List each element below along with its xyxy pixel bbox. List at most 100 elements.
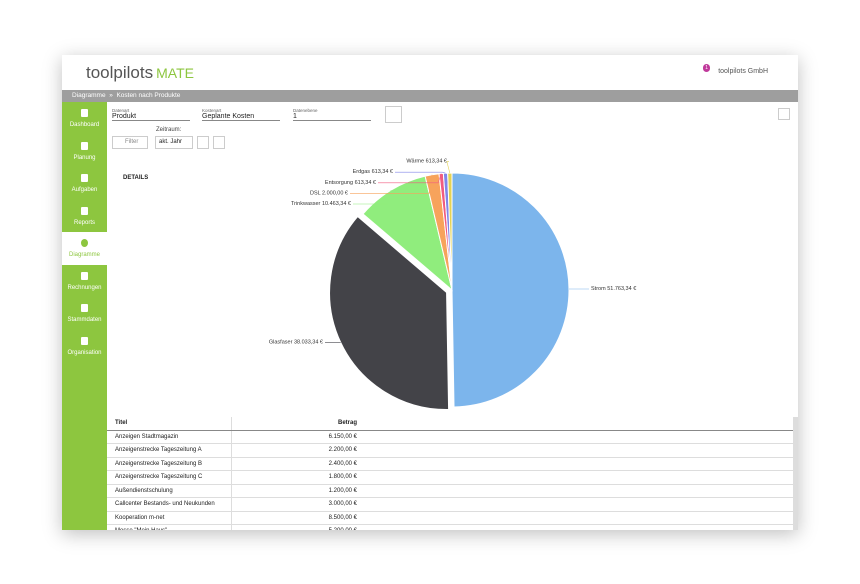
cell: 2.400,00 € xyxy=(231,457,365,471)
cell: Messe "Mein Haus" xyxy=(107,524,232,530)
cell: Anzeigenstrecke Tageszeitung C xyxy=(107,470,232,485)
slice-label: Entsorgung 613,34 € xyxy=(325,180,376,186)
leader-line xyxy=(378,173,442,184)
cell: 1.800,00 € xyxy=(231,470,365,485)
cell: 3.000,00 € xyxy=(231,497,365,512)
column-header: Betrag xyxy=(231,417,365,431)
spacer xyxy=(365,457,793,471)
period-chip[interactable]: akt. Jahr xyxy=(155,136,193,149)
select-value: 1 xyxy=(293,113,297,120)
slice-value: 613,34 € xyxy=(372,170,393,176)
nav-item[interactable]: Aufgaben xyxy=(62,167,107,200)
save-button[interactable] xyxy=(197,136,209,149)
spacer xyxy=(365,443,793,458)
table-row[interactable]: Außendienstschulung 1.200,00 € xyxy=(107,484,793,498)
nav-item[interactable]: Organisation xyxy=(62,330,107,363)
pie-chart: Strom 51.763,34 € Glasfaser 38.033,34 € Tr… xyxy=(269,159,636,411)
scrollbar xyxy=(793,417,798,530)
pie-slice[interactable] xyxy=(451,172,570,408)
download-button[interactable] xyxy=(778,108,790,120)
column-header: Titel xyxy=(107,417,232,431)
table-row[interactable]: Anzeigen Stadtmagazin 6.150,00 € xyxy=(107,430,793,444)
cell: Callcenter Bestands- und Neukunden xyxy=(107,497,232,512)
select-label: Datenebene xyxy=(293,108,318,113)
spacer xyxy=(365,484,793,498)
app: toolpilots MATE 1 toolpilots GmbH Diagram… xyxy=(62,55,798,530)
select[interactable]: Datenart Produkt xyxy=(112,108,190,121)
slice-value: 51.763,34 € xyxy=(607,286,636,292)
select-value: Geplante Kosten xyxy=(202,113,255,120)
cell: 6.150,00 € xyxy=(231,430,365,444)
cell: 2.200,00 € xyxy=(231,443,365,458)
cell: 1.200,00 € xyxy=(231,484,365,498)
table-row[interactable]: Kooperation m-net 8.500,00 € xyxy=(107,511,793,525)
cell: Kooperation m-net xyxy=(107,511,232,525)
spacer xyxy=(365,497,793,512)
cell: 5.200,00 € xyxy=(231,524,365,530)
cell: Außendienstschulung xyxy=(107,484,232,498)
logo-text: toolpilots xyxy=(86,63,154,82)
logo[interactable]: toolpilots MATE xyxy=(86,63,194,83)
slice-label: DSL 2.000,00 € xyxy=(310,191,348,197)
leader-line xyxy=(446,161,451,174)
nav-item[interactable]: Rechnungen xyxy=(62,265,107,298)
crumb[interactable]: Diagramme xyxy=(72,92,106,99)
cell: 8.500,00 € xyxy=(231,511,365,525)
leader-line xyxy=(395,171,446,174)
nav-item[interactable]: Planung xyxy=(62,135,107,168)
cell: Anzeigenstrecke Tageszeitung B xyxy=(107,457,232,471)
spacer xyxy=(365,524,793,530)
details-button[interactable]: DETAILS xyxy=(123,175,149,181)
refresh-button[interactable] xyxy=(385,106,402,123)
sidebar: Dashboard Planung Aufgaben Reports Diagramme… xyxy=(62,102,107,530)
table-row[interactable]: Callcenter Bestands- und Neukunden 3.000,… xyxy=(107,497,793,512)
nav-item[interactable]: Diagramme xyxy=(62,232,107,265)
slice-value: 613,34 € xyxy=(355,180,376,186)
slice-name: Wärme xyxy=(406,159,424,165)
notification-badge[interactable]: 1 xyxy=(703,64,710,72)
select-label: Kostenart xyxy=(202,108,222,113)
breadcrumb: Diagramme » Kosten nach Produkte xyxy=(62,90,798,102)
filter-button[interactable]: Filter xyxy=(112,136,148,149)
logo-suffix: MATE xyxy=(156,65,194,81)
cell: Anzeigen Stadtmagazin xyxy=(107,430,232,444)
slice-label: Strom 51.763,34 € xyxy=(591,286,636,292)
slice-name: Erdgas xyxy=(353,170,371,176)
slice-name: DSL xyxy=(310,191,321,197)
leader-line xyxy=(353,190,392,205)
select[interactable]: Datenebene 1 xyxy=(293,108,371,121)
table-row[interactable]: Anzeigenstrecke Tageszeitung A 2.200,00 € xyxy=(107,443,793,458)
nav-item[interactable]: Stammdaten xyxy=(62,297,107,330)
nav-item[interactable]: Dashboard xyxy=(62,102,107,135)
slice-name: Trinkwasser xyxy=(291,201,321,207)
spacer xyxy=(365,470,793,485)
select-value: Produkt xyxy=(112,113,137,120)
period-label: Zeitraum: xyxy=(156,127,182,133)
select-label: Datenart xyxy=(112,108,130,113)
slice-value: 2.000,00 € xyxy=(322,191,348,197)
delete-button[interactable] xyxy=(213,136,225,149)
select[interactable]: Kostenart Geplante Kosten xyxy=(202,108,280,121)
table-header: Titel Betrag xyxy=(107,417,793,431)
slice-label: Erdgas 613,34 € xyxy=(353,170,393,176)
slice-value: 10.463,34 € xyxy=(322,201,351,207)
slice-value: 38.033,34 € xyxy=(294,340,323,346)
slice-name: Glasfaser xyxy=(269,340,293,346)
slice-label: Glasfaser 38.033,34 € xyxy=(269,340,323,346)
slice-label: Wärme 613,34 € xyxy=(406,159,447,165)
spacer xyxy=(365,417,793,431)
table-row[interactable]: Anzeigenstrecke Tageszeitung C 1.800,00 € xyxy=(107,470,793,485)
slice-name: Entsorgung xyxy=(325,180,353,186)
user-menu[interactable]: toolpilots GmbH xyxy=(718,68,768,75)
crumb: Kosten nach Produkte xyxy=(116,92,181,99)
slice-label: Trinkwasser 10.463,34 € xyxy=(291,201,351,207)
slice-name: Strom xyxy=(591,286,606,292)
table-row[interactable]: Messe "Mein Haus"5.200,00 € xyxy=(107,524,793,530)
nav-item[interactable]: Reports xyxy=(62,200,107,233)
spacer xyxy=(365,511,793,525)
table-row[interactable]: Anzeigenstrecke Tageszeitung B 2.400,00 € xyxy=(107,457,793,471)
spacer xyxy=(365,430,793,444)
slice-value: 613,34 € xyxy=(426,159,447,165)
leader-line xyxy=(350,174,433,194)
